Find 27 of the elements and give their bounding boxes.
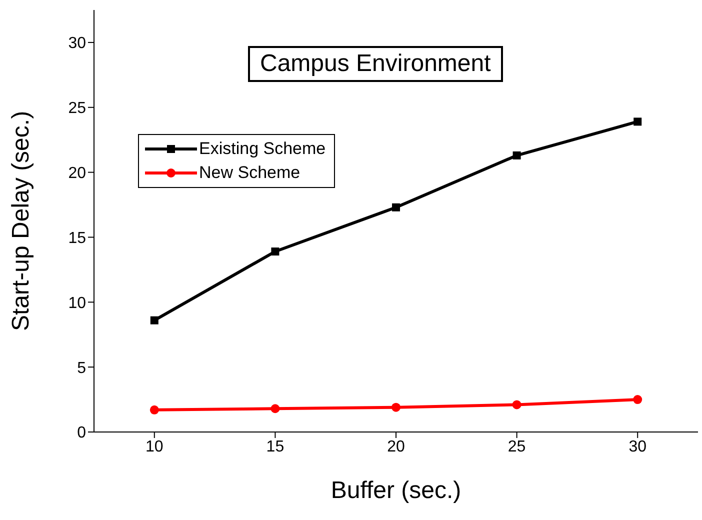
point xyxy=(150,316,158,324)
legend-label: New Scheme xyxy=(199,162,300,184)
point xyxy=(271,248,280,256)
x-tick-label: 15 xyxy=(266,438,284,456)
y-tick-label: 20 xyxy=(68,164,86,182)
x-tick-label: 10 xyxy=(146,438,164,456)
point xyxy=(633,395,642,404)
y-tick-label: 5 xyxy=(77,360,86,377)
y-tick-label: 25 xyxy=(68,100,86,118)
y-tick-label: 30 xyxy=(68,35,86,52)
point xyxy=(392,203,400,212)
x-axis-title: Buffer (sec.) xyxy=(330,477,462,504)
point xyxy=(270,404,280,414)
point xyxy=(512,151,521,160)
x-tick-label: 25 xyxy=(508,438,526,456)
point xyxy=(634,118,642,126)
text: Campus Environment xyxy=(248,46,503,82)
legend-label: Existing Scheme xyxy=(199,138,326,160)
y-axis-title: Start-up Delay (sec.) xyxy=(8,110,35,331)
y-tick-label: 15 xyxy=(68,230,86,247)
point xyxy=(392,402,400,412)
y-tick-label: 0 xyxy=(77,424,86,442)
point xyxy=(150,405,159,414)
point xyxy=(512,400,522,410)
x-tick-label: 20 xyxy=(387,438,405,456)
y-tick-label: 10 xyxy=(68,294,86,312)
x-tick-label: 30 xyxy=(628,438,647,456)
